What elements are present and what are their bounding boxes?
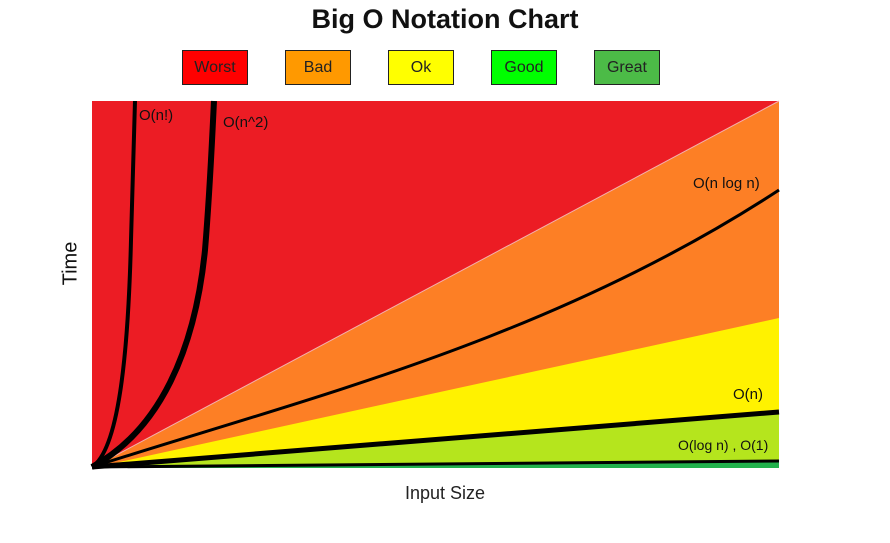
legend-item-ok: Ok [388, 50, 454, 85]
label-nlogn: O(n log n) [693, 175, 760, 192]
curve-factorial [90, 100, 137, 469]
curve-linear [91, 409, 780, 470]
label-log-const: O(log n) , O(1) [678, 437, 769, 453]
chart-legend: Worst Bad Ok Good Great [0, 50, 890, 88]
legend-item-bad: Bad [285, 50, 351, 85]
curve-nlogn [91, 188, 780, 469]
curve-quadratic [90, 100, 217, 470]
legend-item-worst: Worst [182, 50, 248, 85]
y-axis-label: Time [59, 241, 82, 286]
legend-item-great: Great [594, 50, 660, 85]
label-quadratic: O(n^2) [223, 114, 269, 131]
x-axis-label: Input Size [404, 483, 486, 503]
chart-title: Big O Notation Chart [311, 4, 579, 34]
label-factorial: O(n!) [139, 107, 174, 124]
curve-log-const [91, 459, 780, 469]
label-linear: O(n) [733, 386, 763, 403]
legend-item-good: Good [491, 50, 557, 85]
region-divider [91, 100, 780, 469]
